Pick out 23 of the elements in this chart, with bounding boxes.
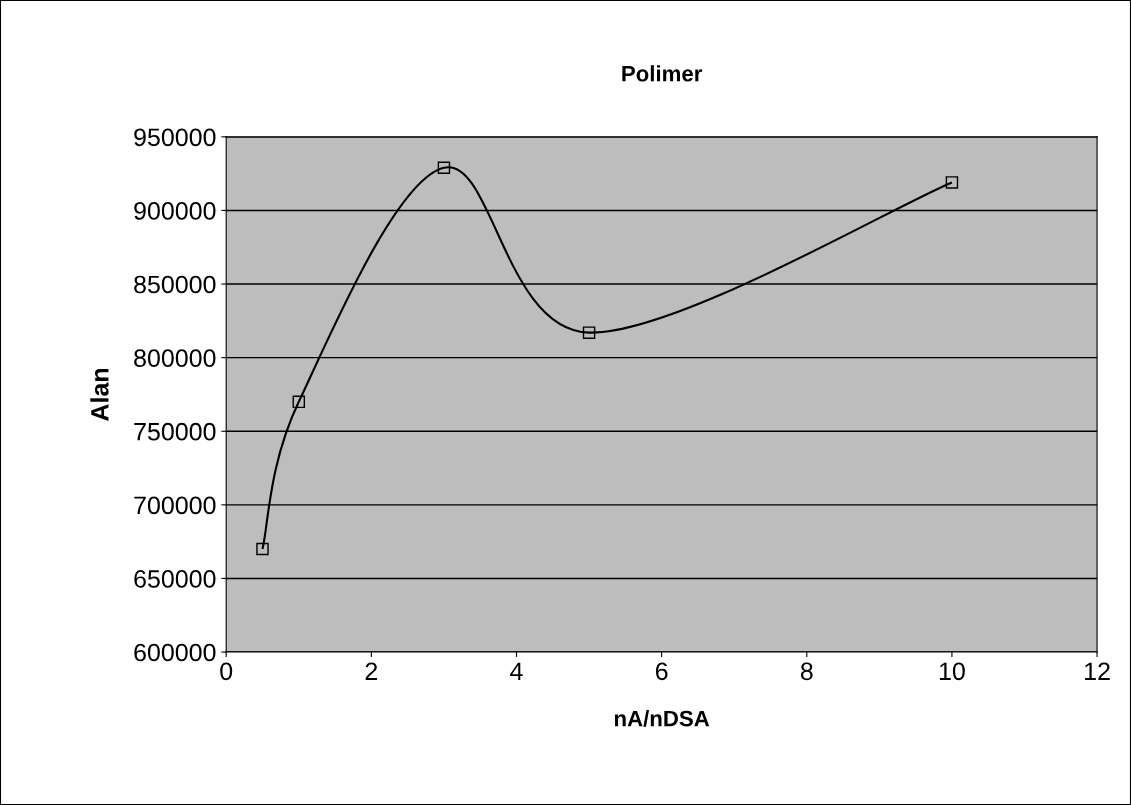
point <box>437 161 451 175</box>
y-tick-label: 650000 <box>134 570 216 588</box>
y-tick-label: 800000 <box>134 349 216 367</box>
y-tick-label: 900000 <box>134 202 216 220</box>
x-tick-label: 6 <box>655 662 668 681</box>
y-tick-label: 600000 <box>134 643 216 662</box>
x-tick-label: 8 <box>800 662 813 681</box>
y-tick-label: 700000 <box>134 496 216 515</box>
y-tick-label: 850000 <box>134 275 216 294</box>
y-tick-label: 950000 <box>134 128 216 147</box>
y-axis-title: Alan <box>90 368 109 421</box>
x-tick-label: 4 <box>510 662 523 680</box>
x-tick-label: 10 <box>939 662 965 681</box>
x-tick-label: 0 <box>220 662 233 681</box>
chart-title: Polimer <box>622 65 703 82</box>
point <box>582 326 596 339</box>
point <box>945 176 959 189</box>
x-axis-title: nA/nDSA <box>614 710 710 727</box>
point <box>256 542 269 556</box>
y-tick-label: 750000 <box>134 422 216 441</box>
point <box>292 395 306 409</box>
x-tick-label: 12 <box>1085 662 1110 680</box>
x-tick-label: 2 <box>365 662 378 680</box>
